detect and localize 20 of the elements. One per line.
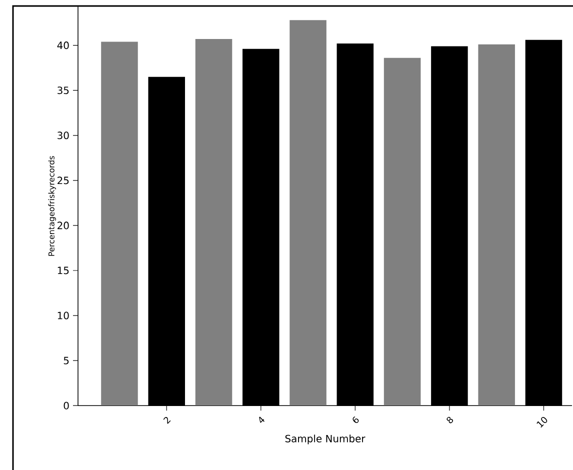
x-tick-label: 4 bbox=[259, 416, 264, 423]
bar bbox=[195, 39, 232, 406]
bar bbox=[478, 44, 515, 406]
y-tick-label: 0 bbox=[64, 402, 69, 410]
y-tick-label: 40 bbox=[57, 42, 69, 50]
x-tick-label: 6 bbox=[352, 416, 359, 423]
x-tick-label: 10 bbox=[536, 416, 548, 428]
bar bbox=[101, 42, 138, 406]
y-tick-label: 5 bbox=[64, 356, 69, 364]
y-tick-label: 25 bbox=[58, 176, 69, 184]
y-tick-label: 10 bbox=[58, 312, 69, 320]
y-tick-label: 20 bbox=[58, 222, 69, 230]
x-tick-label: 2 bbox=[163, 417, 171, 424]
x-axis-title: Sample Number bbox=[285, 434, 366, 444]
y-tick-label: 15 bbox=[58, 266, 69, 274]
bar bbox=[384, 58, 421, 406]
y-tick-label: 35 bbox=[58, 86, 69, 94]
x-tick-label: 8 bbox=[446, 416, 454, 424]
y-tick-label: 30 bbox=[58, 132, 69, 140]
bar bbox=[290, 20, 326, 406]
